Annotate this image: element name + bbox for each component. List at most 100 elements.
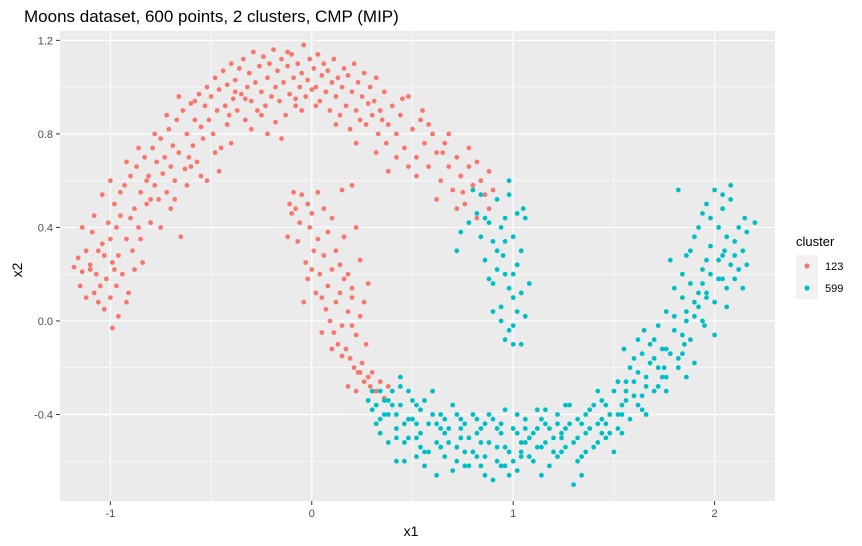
data-point bbox=[365, 374, 371, 380]
data-point bbox=[603, 435, 609, 441]
data-point bbox=[394, 426, 399, 431]
data-point bbox=[158, 136, 164, 142]
data-point bbox=[142, 154, 148, 160]
data-point bbox=[422, 398, 427, 403]
data-point bbox=[156, 197, 162, 202]
data-point bbox=[168, 206, 174, 212]
data-point bbox=[414, 173, 419, 179]
data-point bbox=[353, 332, 359, 338]
data-point bbox=[651, 388, 657, 394]
data-point bbox=[647, 360, 653, 366]
data-point bbox=[607, 412, 613, 417]
data-point bbox=[367, 384, 373, 389]
data-point bbox=[430, 412, 435, 417]
data-point bbox=[510, 323, 516, 328]
data-point bbox=[643, 412, 649, 417]
data-point bbox=[502, 444, 508, 450]
data-point bbox=[470, 187, 476, 193]
data-point bbox=[450, 468, 456, 473]
data-point bbox=[567, 402, 572, 408]
data-point bbox=[325, 283, 331, 289]
data-point bbox=[166, 126, 172, 132]
data-point bbox=[389, 402, 395, 408]
data-point bbox=[377, 108, 383, 113]
data-point bbox=[510, 341, 516, 347]
data-point bbox=[315, 52, 321, 57]
data-point bbox=[385, 384, 391, 389]
data-point bbox=[363, 122, 369, 127]
data-point bbox=[494, 458, 500, 464]
data-point bbox=[680, 332, 685, 338]
data-point bbox=[299, 70, 305, 76]
data-point bbox=[232, 77, 238, 83]
data-point bbox=[675, 356, 681, 361]
data-point bbox=[482, 215, 488, 221]
data-point bbox=[101, 306, 107, 312]
data-point bbox=[722, 248, 727, 254]
data-point bbox=[462, 463, 468, 469]
data-point bbox=[659, 374, 665, 380]
data-point bbox=[220, 68, 226, 74]
data-point bbox=[474, 215, 480, 221]
data-point bbox=[510, 271, 516, 277]
data-point bbox=[442, 416, 448, 422]
data-point bbox=[506, 449, 512, 455]
data-point bbox=[277, 98, 282, 104]
data-point bbox=[434, 197, 439, 202]
data-point bbox=[152, 182, 158, 188]
data-point bbox=[103, 276, 109, 282]
data-point bbox=[414, 421, 419, 427]
data-point bbox=[311, 66, 317, 71]
data-point bbox=[383, 140, 389, 146]
data-point bbox=[128, 173, 133, 179]
data-point bbox=[297, 84, 303, 90]
data-point bbox=[514, 262, 520, 268]
data-point bbox=[518, 454, 524, 459]
data-point bbox=[643, 384, 649, 389]
data-point bbox=[470, 449, 476, 455]
data-point bbox=[319, 73, 325, 78]
data-point bbox=[486, 276, 492, 282]
data-point bbox=[112, 201, 117, 207]
data-point bbox=[97, 283, 103, 289]
data-point bbox=[575, 435, 580, 441]
x-tick-label: 2 bbox=[712, 508, 718, 520]
data-point bbox=[373, 388, 379, 394]
data-point bbox=[700, 267, 705, 272]
data-point bbox=[105, 220, 111, 226]
data-point bbox=[389, 103, 395, 109]
data-point bbox=[93, 271, 99, 277]
data-point bbox=[79, 225, 85, 230]
data-point bbox=[226, 112, 232, 118]
data-point bbox=[317, 271, 323, 277]
data-point bbox=[623, 388, 629, 394]
data-point bbox=[450, 187, 456, 193]
data-point bbox=[639, 351, 645, 357]
data-point bbox=[293, 103, 298, 109]
data-point bbox=[357, 313, 363, 319]
data-point bbox=[385, 440, 391, 445]
data-point bbox=[434, 440, 439, 445]
data-point bbox=[692, 299, 697, 305]
data-point bbox=[371, 98, 377, 104]
data-point bbox=[329, 215, 335, 221]
data-point bbox=[353, 388, 359, 394]
data-point bbox=[414, 454, 419, 459]
data-point bbox=[367, 84, 373, 90]
data-point bbox=[510, 426, 516, 431]
y-tick-label: -0.4 bbox=[34, 409, 53, 421]
data-point bbox=[563, 402, 568, 408]
data-point bbox=[394, 412, 399, 417]
data-point bbox=[526, 454, 532, 459]
data-point bbox=[124, 159, 129, 165]
data-point bbox=[559, 430, 564, 436]
data-point bbox=[655, 323, 661, 328]
data-point bbox=[440, 150, 446, 156]
data-point bbox=[494, 426, 500, 431]
data-point bbox=[212, 75, 218, 81]
data-point bbox=[377, 416, 383, 422]
data-point bbox=[196, 91, 202, 97]
data-point bbox=[329, 267, 335, 272]
data-point bbox=[478, 440, 484, 445]
data-point bbox=[398, 384, 403, 389]
